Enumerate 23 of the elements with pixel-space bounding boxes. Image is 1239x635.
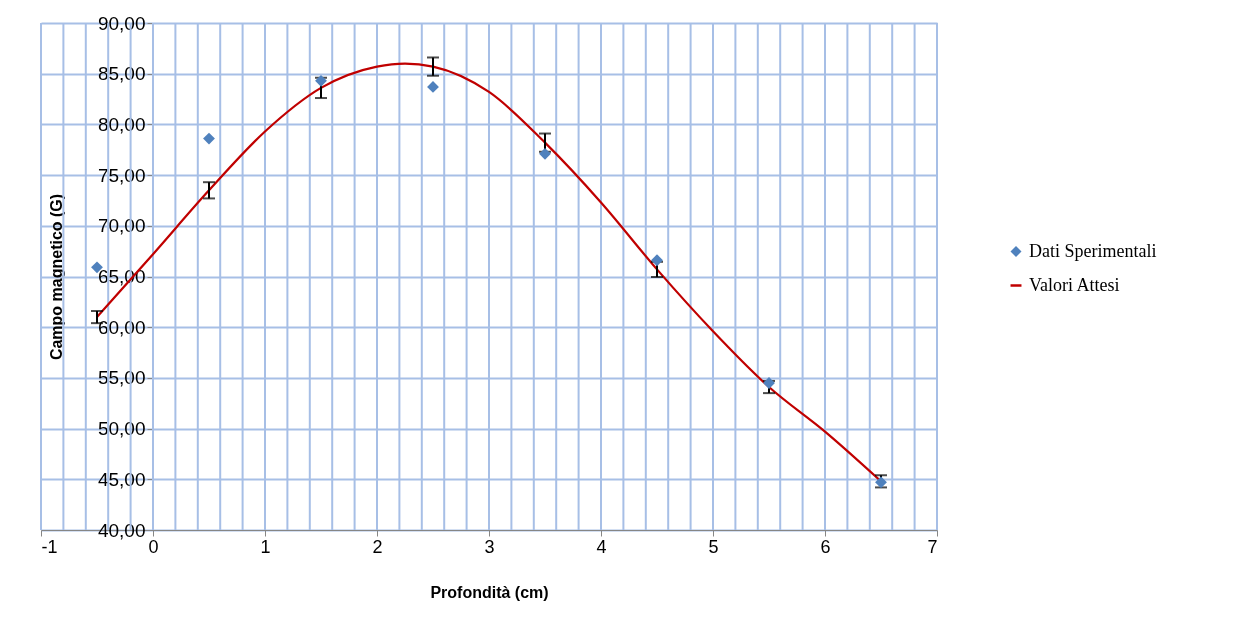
y-tick-label: 85,00 [97,63,146,85]
y-tick-label: 45,00 [97,468,146,490]
y-tick-label: 90,00 [97,12,146,34]
x-tick-label: 1 [260,536,271,557]
x-tick-label: 0 [148,536,159,557]
y-tick-label: 75,00 [97,164,146,186]
x-tick-label: 3 [484,536,495,557]
x-tick-label: 6 [820,536,831,557]
x-tick-label: 7 [927,536,938,557]
x-tick-label: 5 [708,536,719,557]
x-tick-label: 4 [596,536,607,557]
legend-label: Valori Attesi [1029,274,1120,295]
y-tick-label: 50,00 [97,418,146,440]
y-axis-title: Campo magnetico (G) [47,193,65,361]
y-tick-label: 70,00 [97,215,146,237]
legend-label: Dati Sperimentali [1029,240,1157,261]
x-tick-label: 2 [372,536,383,557]
x-axis-title: Profondità (cm) [430,583,549,601]
y-tick-label: 40,00 [97,519,146,541]
x-tick-label: -1 [41,536,58,557]
y-tick-label: 60,00 [97,316,146,338]
y-tick-label: 80,00 [97,113,146,135]
y-tick-label: 55,00 [97,367,146,389]
